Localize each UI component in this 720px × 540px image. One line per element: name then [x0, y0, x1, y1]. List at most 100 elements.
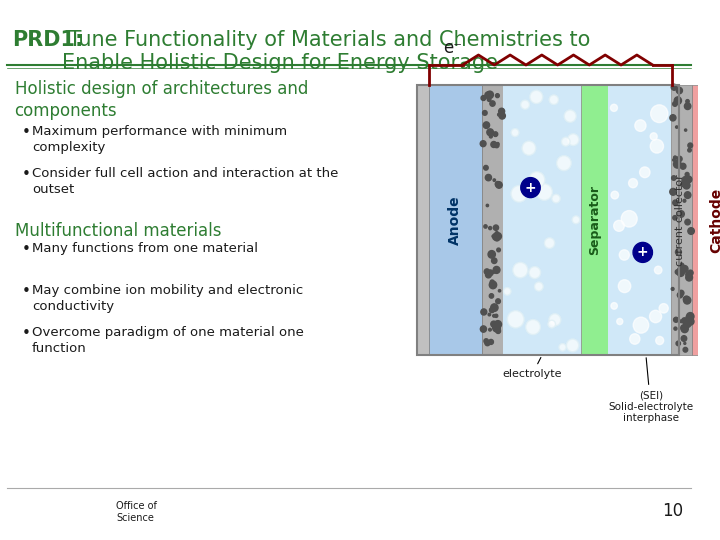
Circle shape [562, 137, 570, 146]
Circle shape [686, 99, 689, 103]
Circle shape [552, 194, 560, 203]
Bar [482, 85, 503, 355]
Circle shape [492, 235, 494, 237]
Circle shape [499, 112, 505, 119]
Circle shape [673, 160, 681, 168]
Text: electrolyte: electrolyte [503, 357, 562, 379]
Circle shape [486, 91, 493, 98]
Circle shape [671, 84, 677, 90]
Circle shape [493, 132, 498, 137]
Circle shape [487, 129, 493, 136]
Circle shape [485, 92, 491, 98]
Circle shape [635, 120, 646, 131]
Circle shape [672, 176, 676, 180]
Circle shape [511, 186, 527, 202]
Circle shape [495, 181, 500, 187]
Circle shape [482, 111, 487, 115]
Circle shape [544, 238, 554, 248]
Text: •: • [22, 284, 30, 299]
Text: Holistic design of architectures and
components: Holistic design of architectures and com… [14, 80, 308, 120]
Circle shape [494, 235, 500, 241]
Circle shape [656, 336, 664, 345]
Circle shape [488, 251, 495, 258]
Circle shape [513, 262, 528, 278]
Circle shape [490, 280, 494, 284]
Circle shape [493, 225, 498, 231]
Circle shape [508, 310, 524, 328]
Circle shape [548, 320, 555, 328]
Text: +: + [525, 180, 536, 194]
Circle shape [685, 192, 691, 198]
Circle shape [489, 328, 491, 331]
Circle shape [484, 339, 488, 343]
Circle shape [679, 263, 684, 268]
Circle shape [492, 258, 497, 264]
Circle shape [611, 302, 617, 309]
Circle shape [685, 103, 691, 110]
Circle shape [480, 326, 487, 332]
Circle shape [490, 101, 495, 106]
Circle shape [549, 95, 559, 104]
Circle shape [481, 309, 487, 315]
Text: Office of
Science: Office of Science [117, 501, 157, 523]
Circle shape [618, 280, 631, 293]
Circle shape [530, 90, 543, 104]
Circle shape [491, 141, 497, 147]
Circle shape [683, 199, 686, 202]
Text: Consider full cell action and interaction at the
outset: Consider full cell action and interactio… [32, 167, 338, 196]
Circle shape [485, 272, 491, 278]
Circle shape [522, 141, 536, 155]
Circle shape [521, 178, 540, 198]
Circle shape [649, 310, 662, 323]
Circle shape [484, 165, 488, 170]
Circle shape [683, 296, 689, 302]
Text: •: • [22, 326, 30, 341]
Circle shape [487, 270, 493, 276]
Circle shape [611, 104, 618, 111]
Circle shape [492, 233, 500, 240]
Circle shape [685, 172, 689, 177]
Circle shape [526, 320, 540, 335]
Circle shape [683, 296, 690, 304]
Circle shape [678, 268, 680, 271]
Circle shape [529, 172, 545, 188]
Circle shape [683, 347, 688, 352]
Circle shape [489, 340, 493, 345]
Circle shape [679, 291, 684, 296]
Circle shape [633, 242, 652, 262]
Text: Many functions from one material: Many functions from one material [32, 242, 258, 255]
Bar [671, 85, 693, 355]
Circle shape [678, 211, 684, 217]
Text: PRD1:: PRD1: [12, 30, 83, 50]
Circle shape [683, 320, 691, 328]
Text: Separator: Separator [588, 185, 601, 255]
Circle shape [682, 318, 687, 323]
Circle shape [485, 174, 492, 181]
Circle shape [494, 321, 502, 328]
Circle shape [678, 292, 683, 298]
Circle shape [491, 321, 497, 327]
Circle shape [670, 188, 676, 195]
Circle shape [688, 143, 693, 148]
Circle shape [481, 96, 486, 100]
Circle shape [682, 182, 686, 186]
Circle shape [639, 167, 650, 178]
Circle shape [680, 183, 684, 186]
Text: (SEI)
Solid-electrolyte
interphase: (SEI) Solid-electrolyte interphase [608, 358, 693, 423]
Circle shape [672, 159, 675, 161]
Circle shape [670, 114, 676, 121]
Circle shape [491, 304, 498, 312]
Circle shape [688, 270, 693, 275]
Text: •: • [22, 167, 30, 182]
Text: Overcome paradigm of one material one
function: Overcome paradigm of one material one fu… [32, 326, 304, 355]
Circle shape [492, 314, 495, 317]
Circle shape [511, 129, 519, 137]
Circle shape [557, 156, 571, 171]
Circle shape [675, 249, 681, 255]
Bar [428, 85, 482, 355]
Circle shape [619, 250, 629, 260]
Circle shape [492, 324, 500, 332]
Circle shape [483, 122, 490, 129]
Circle shape [683, 182, 690, 189]
Circle shape [486, 204, 489, 207]
